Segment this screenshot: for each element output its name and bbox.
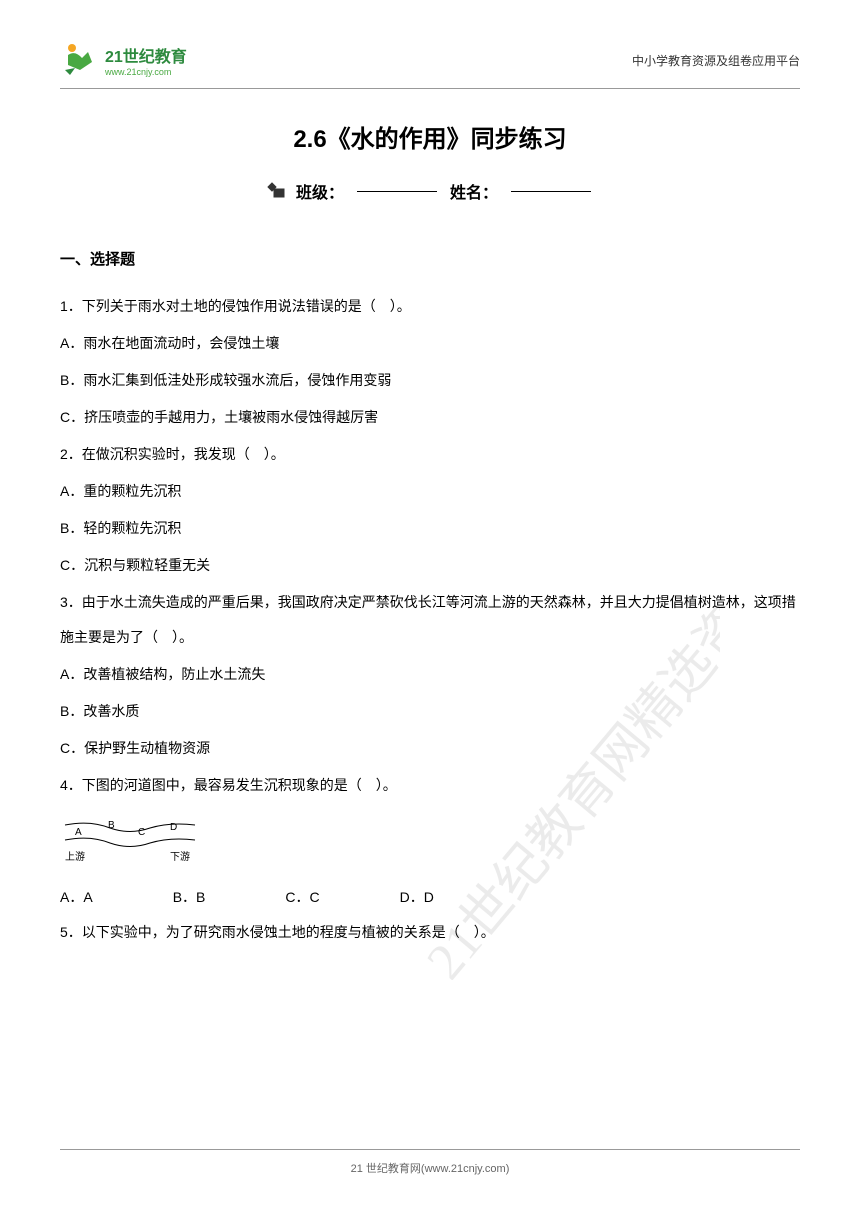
question-3-option-b: B．改善水质 xyxy=(60,694,800,729)
question-2-option-a: A．重的颗粒先沉积 xyxy=(60,474,800,509)
river-diagram: A B C D 上游 下游 xyxy=(60,810,200,870)
question-4-option-c: C．C xyxy=(285,880,319,915)
desk-icon xyxy=(264,179,288,203)
name-blank[interactable] xyxy=(511,191,591,192)
name-label: 姓名： xyxy=(450,179,498,203)
question-1-option-b: B．雨水汇集到低洼处形成较强水流后，侵蚀作用变弱 xyxy=(60,363,800,398)
section-1-heading: 一、选择题 xyxy=(60,248,800,269)
question-4-option-d: D．D xyxy=(400,880,434,915)
svg-text:下游: 下游 xyxy=(170,850,190,863)
question-3-option-a: A．改善植被结构，防止水土流失 xyxy=(60,657,800,692)
question-1-option-c: C．挤压喷壶的手越用力，土壤被雨水侵蚀得越厉害 xyxy=(60,400,800,435)
question-1: 1．下列关于雨水对土地的侵蚀作用说法错误的是（ ）。 xyxy=(60,289,800,324)
question-4: 4．下图的河道图中，最容易发生沉积现象的是（ ）。 xyxy=(60,768,800,803)
svg-text:D: D xyxy=(170,822,177,833)
question-4-option-a: A．A xyxy=(60,880,93,915)
class-label: 班级： xyxy=(296,179,344,203)
question-4-option-b: B．B xyxy=(173,880,206,915)
question-2: 2．在做沉积实验时，我发现（ ）。 xyxy=(60,437,800,472)
question-5: 5．以下实验中，为了研究雨水侵蚀土地的程度与植被的关系是（ ）。 xyxy=(60,915,800,950)
svg-text:A: A xyxy=(75,827,82,838)
question-3: 3．由于水土流失造成的严重后果，我国政府决定严禁砍伐长江等河流上游的天然森林，并… xyxy=(60,585,800,655)
logo-icon xyxy=(60,40,100,80)
page-footer: 21 世纪教育网(www.21cnjy.com) xyxy=(60,1149,800,1176)
logo-sub-text: www.21cnjy.com xyxy=(105,67,187,77)
student-info-row: 班级： 姓名： xyxy=(60,179,800,203)
question-2-option-c: C．沉积与颗粒轻重无关 xyxy=(60,548,800,583)
svg-text:上游: 上游 xyxy=(65,850,85,863)
question-4-options: A．A B．B C．C D．D xyxy=(60,880,800,915)
class-blank[interactable] xyxy=(357,191,437,192)
footer-text: 21 世纪教育网(www.21cnjy.com) xyxy=(351,1163,510,1175)
question-2-option-b: B．轻的颗粒先沉积 xyxy=(60,511,800,546)
header-right-text: 中小学教育资源及组卷应用平台 xyxy=(632,52,800,69)
logo-container: 21世纪教育 www.21cnjy.com xyxy=(60,40,187,80)
logo-main-text: 21世纪教育 xyxy=(105,43,187,67)
question-3-option-c: C．保护野生动植物资源 xyxy=(60,731,800,766)
question-1-option-a: A．雨水在地面流动时，会侵蚀土壤 xyxy=(60,326,800,361)
page-header: 21世纪教育 www.21cnjy.com 中小学教育资源及组卷应用平台 xyxy=(60,40,800,89)
logo-text: 21世纪教育 www.21cnjy.com xyxy=(105,43,187,77)
svg-text:C: C xyxy=(138,827,145,838)
page-title: 2.6《水的作用》同步练习 xyxy=(60,119,800,154)
svg-text:B: B xyxy=(108,820,115,831)
